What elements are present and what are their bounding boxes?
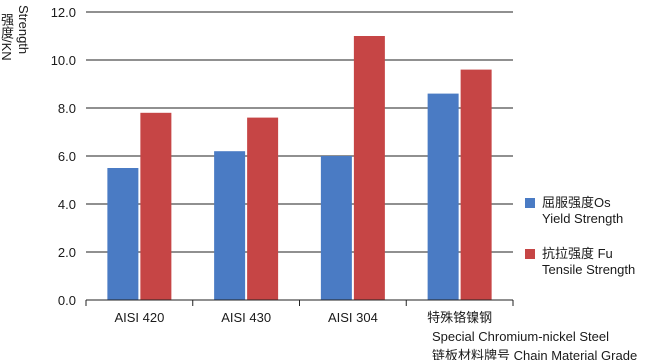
y-tick-label: 4.0	[58, 197, 76, 212]
y-axis-label: 强度/KN	[0, 13, 14, 61]
bar-tensile	[460, 69, 492, 300]
category-label: Special Chromium-nickel Steel	[432, 329, 609, 344]
category-label: 特殊铬镍钢	[427, 310, 492, 325]
bars	[107, 36, 492, 300]
bar-tensile	[247, 117, 279, 300]
category-label: AISI 420	[114, 310, 164, 325]
legend-label-yield-en: Yield Strength	[542, 211, 624, 226]
legend-yield: 屈服强度Os Yield Strength	[525, 195, 665, 229]
legend-swatch-tensile	[525, 249, 535, 259]
category-labels: AISI 420 AISI 430 AISI 304 特殊铬镍钢 Special Chr…	[114, 310, 637, 360]
x-axis-ticks	[85, 300, 514, 306]
legend-label-yield: 屈服强度Os	[542, 195, 611, 210]
y-tick-label: 8.0	[58, 101, 76, 116]
legend-tensile: 抗拉强度 Fu Tensile Strength	[525, 246, 665, 280]
y-tick-label: 10.0	[51, 53, 76, 68]
category-label: 链板材料牌号 Chain Material Grade	[432, 348, 637, 360]
y-axis-ticks: 0.0 2.0 4.0 6.0 8.0 10.0 12.0	[51, 5, 76, 308]
legend-label-tensile-en: Tensile Strength	[542, 262, 636, 277]
bar-tensile	[140, 112, 172, 300]
bar-yield	[320, 156, 352, 300]
y-tick-label: 0.0	[58, 293, 76, 308]
y-axis-label-en: Strength	[16, 5, 31, 55]
bar-yield	[214, 151, 246, 300]
y-tick-label: 12.0	[51, 5, 76, 20]
bar-yield	[107, 168, 139, 300]
legend-swatch-yield	[525, 198, 535, 208]
y-tick-label: 2.0	[58, 245, 76, 260]
y-tick-label: 6.0	[58, 149, 76, 164]
bar-yield	[427, 93, 459, 300]
category-label: AISI 430	[221, 310, 271, 325]
category-label: AISI 304	[328, 310, 378, 325]
legend-label-tensile: 抗拉强度 Fu	[542, 246, 613, 261]
bar-tensile	[353, 36, 385, 300]
